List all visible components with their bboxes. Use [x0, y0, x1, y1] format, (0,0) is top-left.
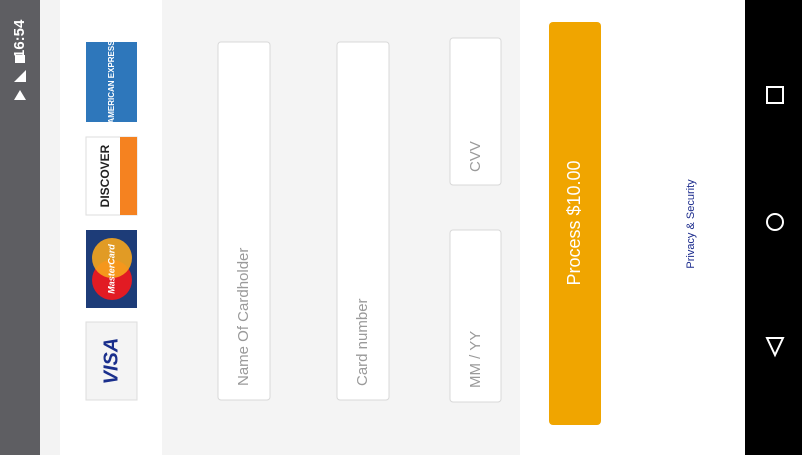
name-input[interactable]	[217, 41, 271, 401]
status-icons: 16:54	[11, 19, 28, 58]
process-button[interactable]	[549, 22, 601, 425]
time: 16:54	[11, 19, 28, 58]
card-input[interactable]	[336, 41, 390, 401]
edge	[40, 0, 60, 455]
status-bar	[0, 0, 40, 455]
discover-stripe	[120, 137, 137, 215]
name-placeholder: Name Of Cardholder	[235, 248, 252, 386]
signal-icon	[14, 70, 26, 82]
expiry-input[interactable]	[449, 229, 502, 403]
amex-logo	[86, 42, 137, 122]
visa-text: VISA	[100, 338, 122, 385]
cvv-placeholder: CVV	[467, 141, 484, 172]
home-button[interactable]	[766, 213, 784, 231]
amex-text: AMERICAN EXPRESS	[107, 40, 116, 124]
button-label: Process $10.00	[564, 160, 584, 285]
mastercard-text: MasterCard	[106, 244, 116, 294]
back-button[interactable]	[765, 337, 785, 358]
privacy-link[interactable]: Privacy & Security	[685, 179, 697, 269]
visa-logo	[85, 321, 138, 401]
battery-icon	[15, 55, 25, 63]
expiry-placeholder: MM / YY	[467, 331, 484, 388]
cvv-input[interactable]	[449, 37, 502, 186]
discover-text: DISCOVER	[98, 144, 112, 207]
card-placeholder: Card number	[354, 298, 371, 386]
mc-yellow	[92, 238, 132, 278]
nav-bar	[745, 0, 802, 455]
wifi-icon	[14, 90, 26, 100]
recents-button[interactable]	[766, 86, 784, 104]
